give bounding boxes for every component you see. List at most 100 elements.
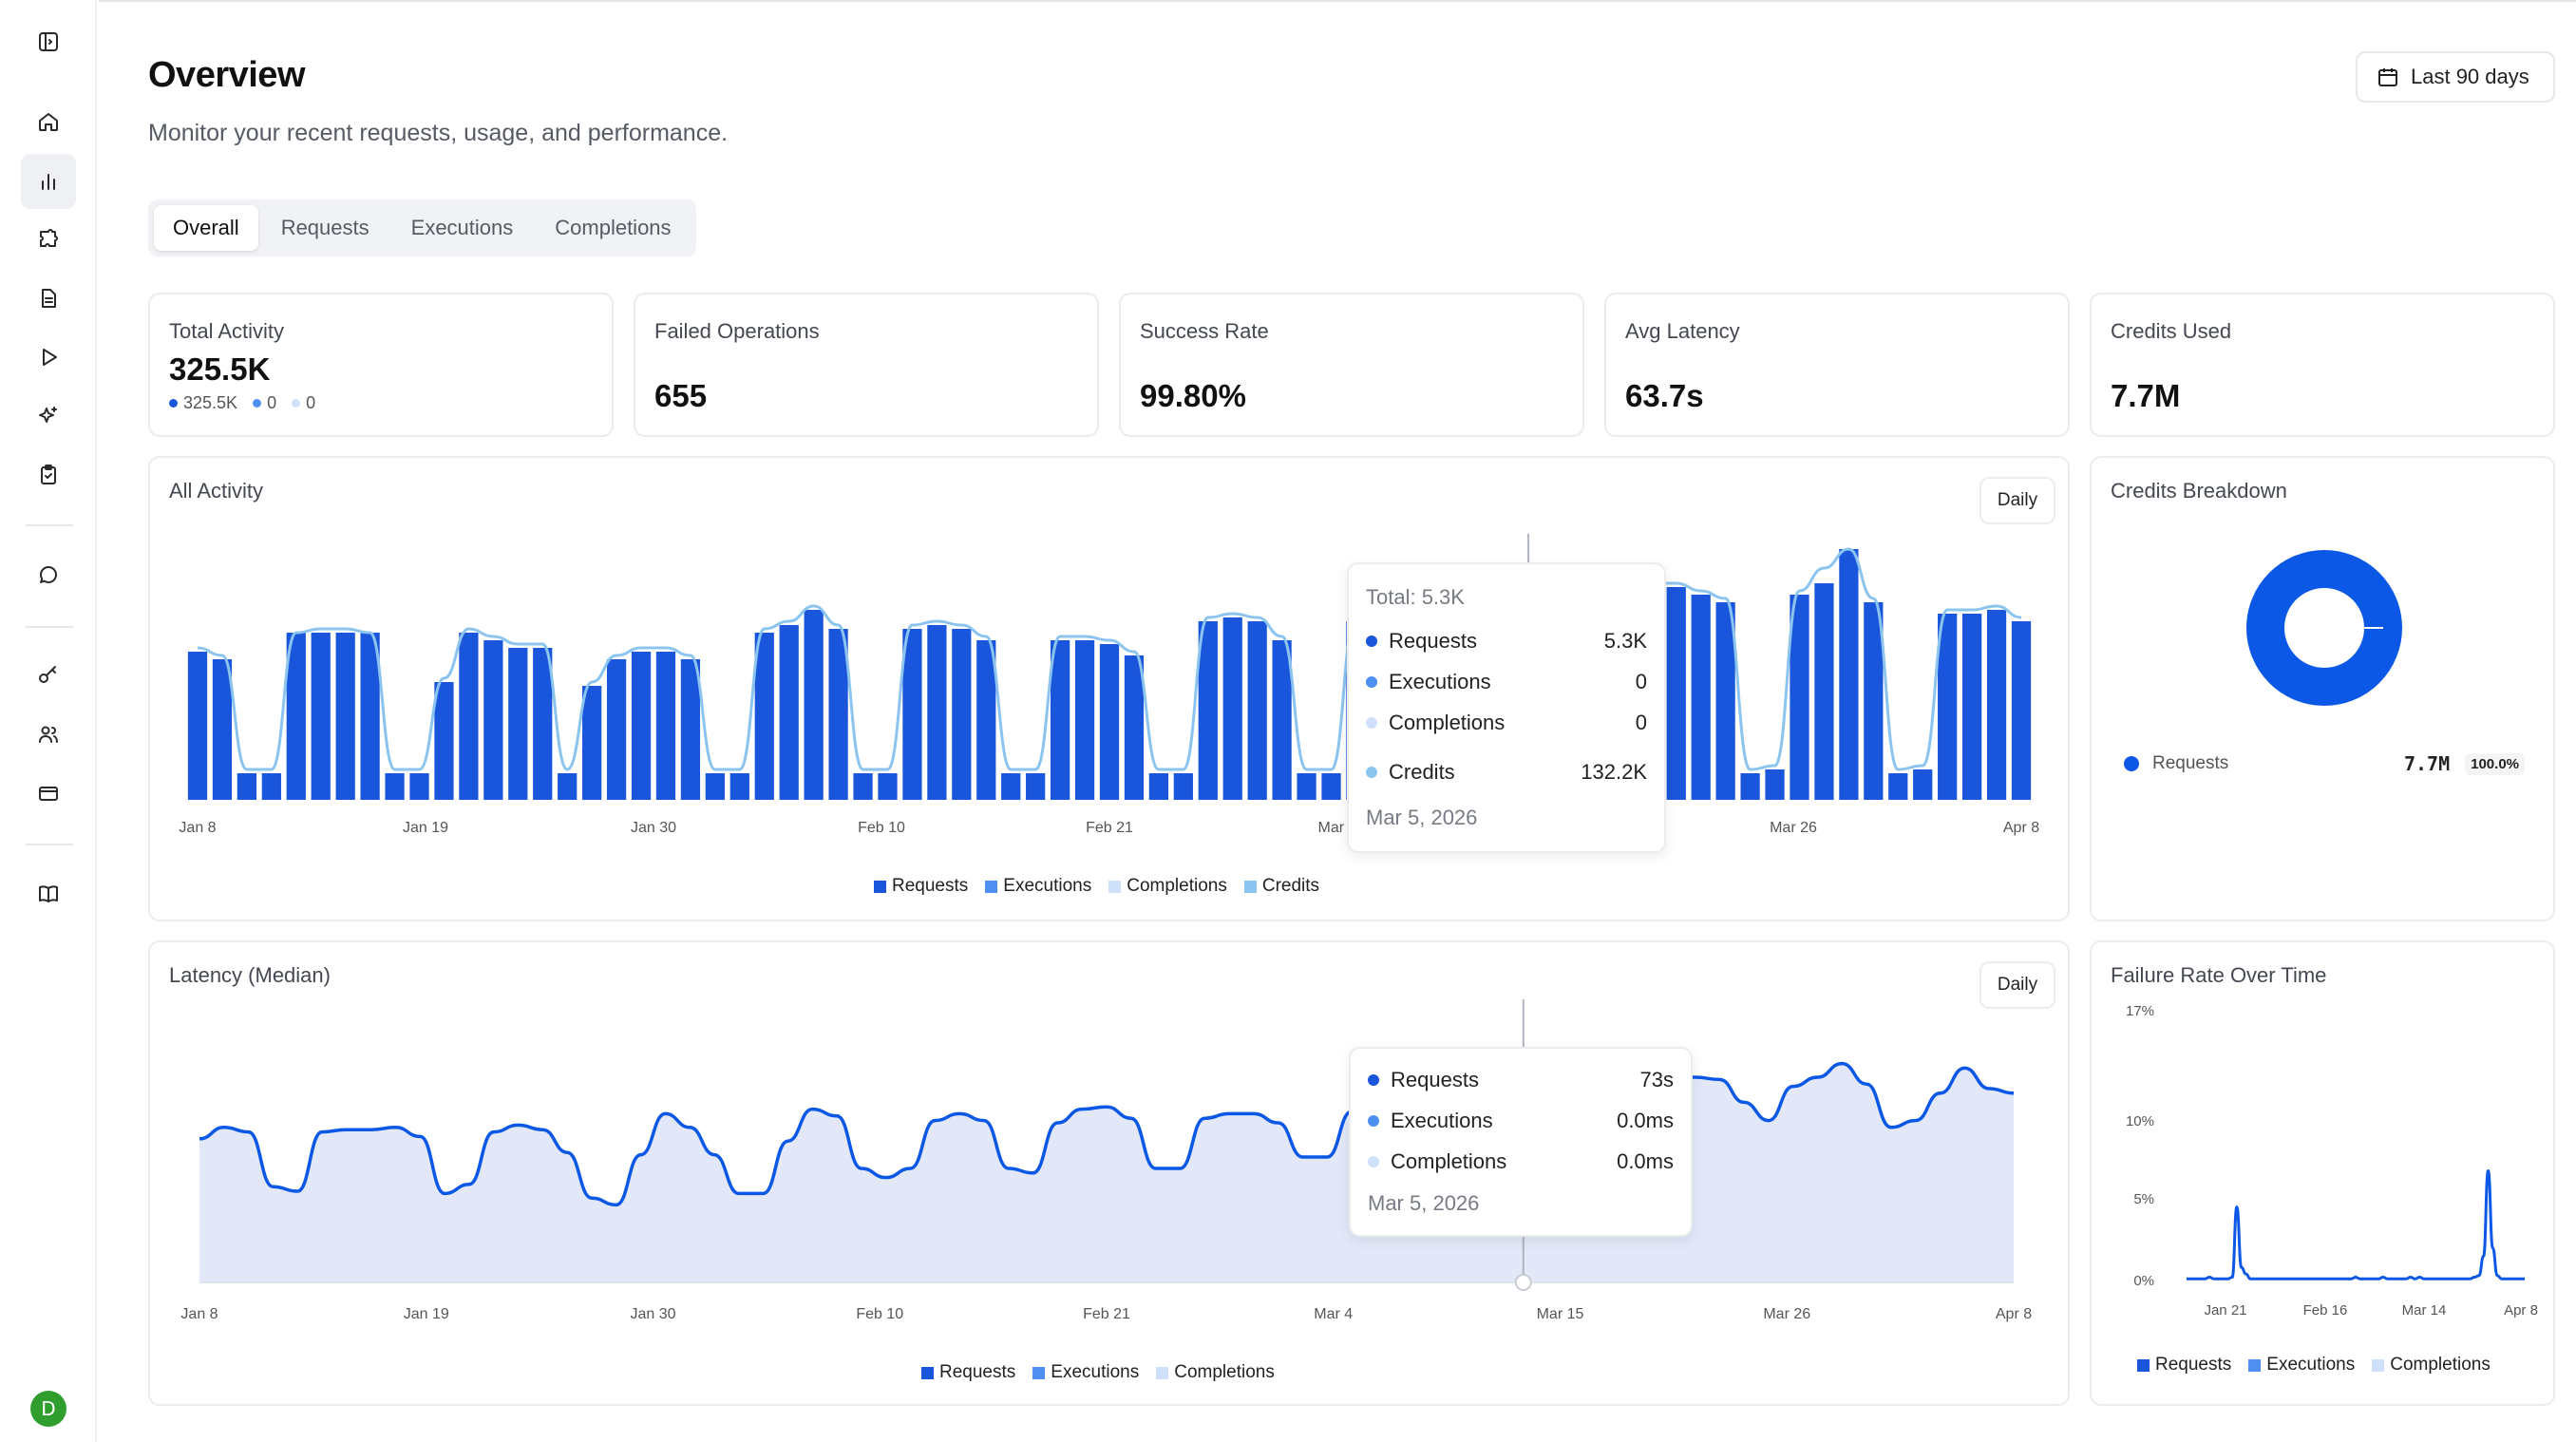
home-icon[interactable] [21,94,76,149]
activity-bar [582,686,602,800]
document-icon[interactable] [21,271,76,326]
bar-chart-icon[interactable] [21,154,76,209]
latency-area [199,1063,2014,1282]
activity-bar [1198,621,1218,800]
activity-bar [878,773,898,800]
sparkles-icon[interactable] [21,389,76,444]
failure-rate-chart: 17% 10% 5% 0% Jan 21 Feb 16 Mar 14 Apr 8 [2126,1003,2538,1319]
x-tick-label: Feb 16 [2303,1302,2348,1319]
activity-bar [927,625,947,800]
key-icon[interactable] [21,648,76,703]
activity-bar [779,625,799,800]
activity-bar [902,629,922,800]
users-icon[interactable] [21,707,76,762]
play-icon[interactable] [21,330,76,385]
legend-requests[interactable]: Requests [2137,1355,2231,1376]
activity-bar [1814,583,1834,800]
stat-value: 655 [654,378,708,413]
legend-executions[interactable]: Executions [2248,1355,2355,1376]
tab-requests[interactable]: Requests [280,216,369,239]
clipboard-check-icon[interactable] [21,447,76,503]
legend-executions[interactable]: Executions [1032,1362,1139,1383]
y-tick-label: 10% [2126,1113,2154,1129]
stat-value: 7.7M [2111,378,2181,413]
tooltip-row-completions: Completions 0.0ms [1368,1149,1674,1174]
activity-bar [705,773,725,800]
activity-bar [360,633,380,800]
activity-bar [1839,549,1859,800]
user-avatar[interactable]: D [30,1391,66,1427]
activity-bar [1297,773,1316,800]
granularity-select[interactable]: Daily [1979,961,2055,1009]
tab-overall[interactable]: Overall [154,205,258,251]
date-range-button[interactable]: Last 90 days [2356,51,2555,103]
x-tick-label: Feb 10 [856,1306,903,1322]
page-subtitle: Monitor your recent requests, usage, and… [148,120,729,146]
x-tick-label: Apr 8 [2504,1302,2538,1319]
activity-bar [952,629,972,800]
tab-executions[interactable]: Executions [410,216,514,239]
card-title: Failure Rate Over Time [2111,963,2327,987]
x-tick-label: Apr 8 [1996,1306,2032,1322]
y-tick-label: 0% [2133,1273,2154,1289]
latency-line [199,1061,2015,1207]
tab-completions[interactable]: Completions [555,216,672,239]
activity-bar [187,652,208,800]
tooltip-row-executions: Executions 0.0ms [1368,1109,1674,1133]
activity-bar [1765,769,1785,800]
activity-chart: Jan 8 Jan 19 Jan 30 Feb 10 Feb 21 Mar 4 Mar 26… [179,534,2039,836]
activity-bar [1740,773,1760,800]
activity-bar [1247,621,1267,800]
x-tick-label: Jan 8 [180,1306,218,1322]
activity-bar [286,633,306,800]
activity-bar [212,659,233,800]
hover-base-point [1514,1274,1532,1291]
legend-requests[interactable]: Requests [921,1362,1015,1383]
credits-legend-percent: 100.0% [2465,752,2525,775]
activity-bar [853,773,873,800]
credit-card-icon[interactable] [21,766,76,821]
tooltip-date: Mar 5, 2026 [1366,806,1478,829]
y-tick-label: 5% [2133,1191,2154,1207]
stat-card-credits-used: Credits Used 7.7M [2090,293,2555,437]
tooltip-row-executions: Executions 0 [1366,670,1647,694]
activity-bar [1691,595,1711,800]
activity-bar [1001,773,1021,800]
credits-legend-value: 7.7M [2403,752,2451,775]
activity-legend: Requests Executions Completions Credits [874,876,1319,897]
chat-icon[interactable] [21,547,76,602]
x-tick-label: Mar 26 [1763,1306,1810,1322]
credits-legend-label: Requests [2152,753,2229,773]
legend-completions[interactable]: Completions [1108,876,1227,897]
legend-executions[interactable]: Executions [985,876,1091,897]
x-tick-label: Jan 8 [179,820,216,836]
activity-bar [729,773,749,800]
activity-bar [1790,595,1809,800]
granularity-select[interactable]: Daily [1979,477,2055,524]
activity-bar [606,659,627,800]
activity-bar [533,648,553,800]
sidebar-toggle-icon[interactable] [21,14,76,69]
activity-bar [1148,773,1169,800]
x-tick-label: Feb 21 [1086,820,1133,836]
stat-label: Avg Latency [1625,319,1740,343]
activity-bar [1272,640,1292,800]
top-progress-line [99,0,2576,2]
activity-bar [804,610,824,800]
tooltip-row-requests: Requests 5.3K [1366,629,1647,654]
book-icon[interactable] [21,866,76,921]
legend-completions[interactable]: Completions [1156,1362,1275,1383]
activity-bar [508,648,528,800]
mini-legend-completions: 0 [306,393,316,412]
stat-card-failed-operations: Failed Operations 655 [634,293,1099,437]
legend-credits[interactable]: Credits [1243,876,1319,897]
card-title: All Activity [169,479,264,503]
tab-bar: Overall Requests Executions Completions [148,199,696,256]
x-tick-label: Apr 8 [2003,820,2039,836]
puzzle-icon[interactable] [21,212,76,267]
legend-completions[interactable]: Completions [2372,1355,2491,1376]
mini-legend: 325.5K 0 0 [169,393,315,413]
legend-requests[interactable]: Requests [874,876,968,897]
activity-bar [1913,769,1933,800]
sidebar: D [0,0,97,1442]
